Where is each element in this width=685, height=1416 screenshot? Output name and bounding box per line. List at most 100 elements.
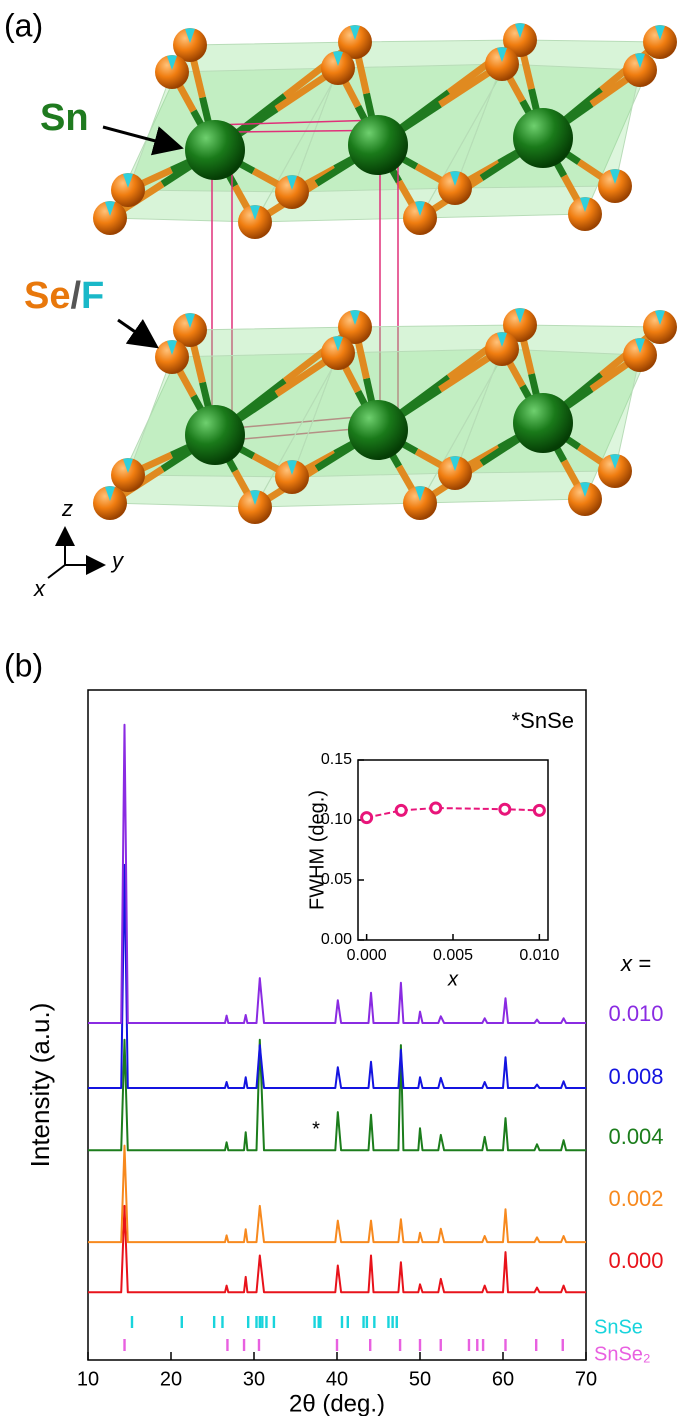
sn-atom	[185, 120, 245, 180]
legend-label: 0.008	[608, 1064, 663, 1089]
se-atom	[321, 51, 355, 85]
se-atom	[93, 201, 127, 235]
reference-peak	[418, 1339, 422, 1351]
reference-peak	[476, 1339, 479, 1351]
se-atom	[438, 456, 472, 490]
sn-atom	[348, 115, 408, 175]
reference-peak	[258, 1316, 262, 1328]
sn-atom	[348, 400, 408, 460]
se-atom	[623, 53, 657, 87]
x-tick-label: 0.005	[433, 947, 473, 964]
reference-peak	[261, 1316, 264, 1328]
se-atom	[155, 340, 189, 374]
x-tick-label: 10	[77, 1368, 99, 1390]
reference-peak	[439, 1339, 442, 1351]
f-site	[415, 486, 425, 501]
y-axis-label: FWHM (deg.)	[306, 790, 328, 910]
xrd-trace	[88, 1204, 586, 1294]
f-site	[350, 310, 360, 325]
f-site	[580, 482, 590, 497]
se-atom	[485, 47, 519, 81]
se-atom	[238, 490, 272, 524]
reference-label: SnSe₂	[594, 1343, 651, 1365]
se-atom	[238, 205, 272, 239]
x-axis-label: 2θ (deg.)	[289, 1390, 385, 1416]
se-atom	[598, 169, 632, 203]
se-atom	[111, 173, 145, 207]
f-site	[333, 336, 343, 351]
sn-atom	[185, 405, 245, 465]
se-atom	[623, 338, 657, 372]
reference-peak	[387, 1316, 390, 1328]
se-atom	[173, 313, 207, 347]
reference-peak	[335, 1339, 339, 1351]
se-atom	[275, 460, 309, 494]
f-site	[287, 460, 297, 475]
f-site	[333, 51, 343, 66]
reference-peak	[504, 1339, 507, 1351]
f-site	[350, 25, 360, 40]
se-atom	[643, 310, 677, 344]
axis-name: z	[61, 496, 73, 521]
f-site	[167, 340, 177, 355]
y-tick-label: 0.15	[321, 751, 352, 768]
xrd-trace	[88, 723, 586, 1024]
f-site	[185, 313, 195, 328]
f-site	[655, 310, 665, 325]
reference-peak	[561, 1339, 564, 1351]
reference-peak	[212, 1316, 216, 1328]
f-site	[610, 169, 620, 184]
sn-atom	[513, 393, 573, 453]
unit-cell-edge	[211, 119, 381, 126]
reference-peak	[373, 1316, 376, 1328]
fwhm-point	[394, 803, 408, 817]
legend-title: x =	[620, 951, 651, 976]
xrd-trace	[88, 1144, 586, 1244]
f-site	[123, 458, 133, 473]
xrd-trace	[88, 1038, 586, 1152]
se-atom	[503, 308, 537, 342]
annotation: *SnSe	[512, 708, 574, 733]
reference-peak	[481, 1339, 485, 1351]
f-site	[515, 23, 525, 38]
axis-arrow	[47, 564, 66, 579]
f-site	[580, 197, 590, 212]
x-axis-label: x	[447, 968, 459, 990]
legend-label: 0.000	[608, 1248, 663, 1273]
f-site	[655, 25, 665, 40]
se-atom	[503, 23, 537, 57]
panel-label: (a)	[4, 7, 43, 43]
reference-peak	[242, 1339, 246, 1351]
f-site	[450, 171, 460, 186]
x-tick-label: 0.010	[519, 947, 559, 964]
se-atom	[173, 28, 207, 62]
legend-label: 0.004	[608, 1124, 663, 1149]
atom-label: Sn	[40, 97, 89, 139]
f-site	[105, 486, 115, 501]
atom-label: Se/F	[24, 275, 104, 317]
f-site	[635, 338, 645, 353]
reference-peak	[123, 1339, 126, 1351]
f-site	[250, 205, 260, 220]
f-site	[105, 201, 115, 216]
reference-peak	[265, 1316, 268, 1328]
se-atom	[111, 458, 145, 492]
x-tick-label: 40	[326, 1368, 348, 1390]
reference-peak	[272, 1316, 276, 1328]
arrow	[117, 318, 159, 349]
se-atom	[338, 25, 372, 59]
se-atom	[403, 486, 437, 520]
sn-atom	[513, 108, 573, 168]
x-tick-label: 60	[492, 1368, 514, 1390]
se-atom	[93, 486, 127, 520]
se-atom	[275, 175, 309, 209]
fwhm-line	[366, 806, 540, 819]
reference-peak	[369, 1339, 372, 1351]
fwhm-point	[532, 803, 546, 817]
reference-peak	[180, 1316, 183, 1328]
arrow	[102, 125, 184, 156]
f-site	[450, 456, 460, 471]
reference-peak	[467, 1339, 471, 1351]
y-axis-label: Intensity (a.u.)	[25, 1003, 55, 1168]
